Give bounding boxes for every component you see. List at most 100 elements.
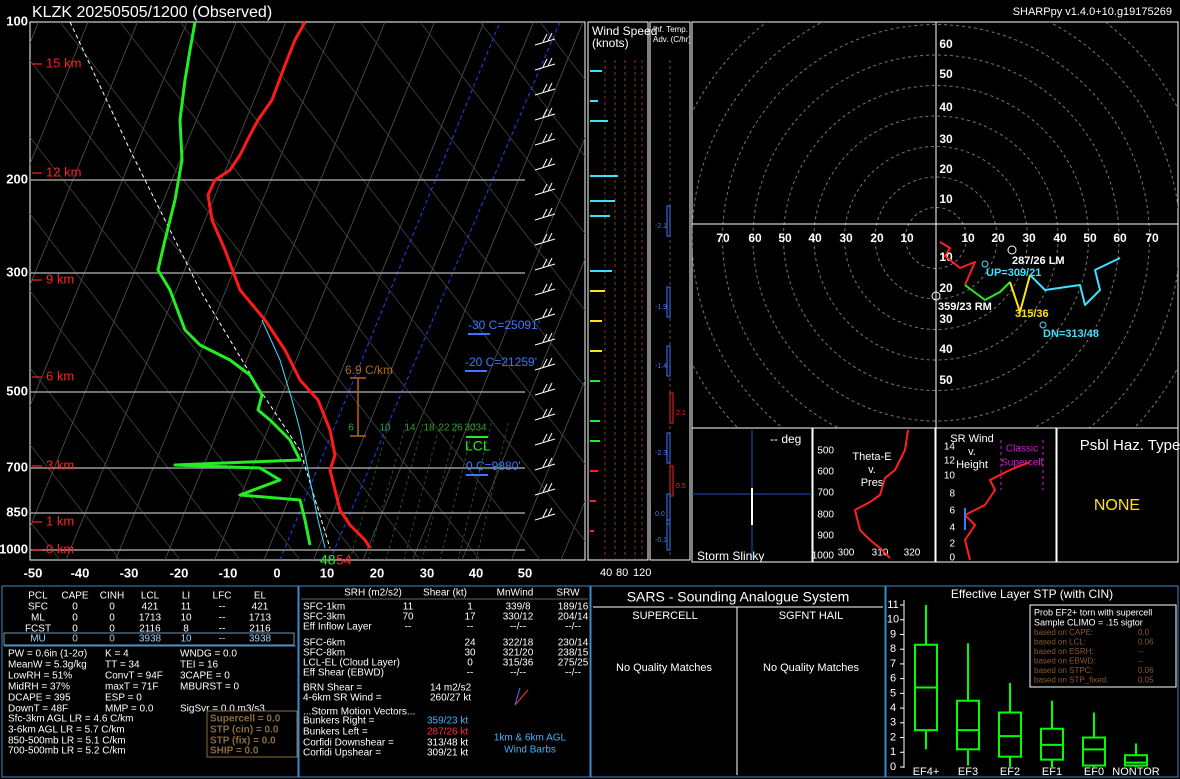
hazard-frame [1056, 427, 1179, 563]
kinematics-cell: 321/20 [503, 648, 534, 659]
isotherm [362, 22, 584, 560]
speed-bar [590, 290, 605, 292]
sars-result: No Quality Matches [616, 662, 712, 674]
sr-wind-y-label: 10 [944, 471, 956, 482]
adv-segment [666, 345, 671, 377]
hodo-ring-label: 50 [939, 67, 953, 81]
temp-adv-title: Inf. Temp. [653, 25, 688, 34]
thermo-cell: 0 [109, 602, 115, 613]
speed-bar [590, 215, 610, 217]
wind-barb [547, 507, 553, 517]
speed-bar [590, 470, 598, 472]
mixing-ratio [439, 419, 476, 560]
dry-adiabat [30, 59, 421, 560]
thermo-frame [1, 585, 299, 778]
box [998, 711, 1022, 758]
thermo-cell: 0 [72, 624, 78, 635]
theta-e-frame [812, 427, 936, 563]
mixing-ratio-label: 26 [451, 423, 463, 434]
thermo-index: ESP = 0 [105, 693, 142, 704]
hodo-ring-label: 30 [939, 312, 953, 326]
mixing-ratio-label: 30 [464, 423, 476, 434]
thermo-index: WNDG = 0.0 [180, 649, 237, 660]
thermo-column: PCL [28, 591, 48, 602]
thermo-column: LI [182, 591, 190, 602]
hodo-left-mover: 287/26 LM [1012, 255, 1065, 267]
speed-bar [590, 380, 600, 382]
thermo-cell: -- [219, 624, 226, 635]
height-label: 6 km [46, 368, 74, 383]
x-tick-label: EF4+ [913, 766, 940, 778]
hodo-ring [722, 24, 1150, 428]
dry-adiabat [30, 213, 301, 560]
thermo-cell: SFC [28, 602, 48, 613]
hazard-value: NONE [1094, 497, 1140, 514]
prob-label: based on STPC: [1034, 666, 1093, 675]
hodo-trace [1009, 274, 1031, 313]
wind-barb [534, 213, 556, 221]
wind-barb [542, 308, 548, 318]
kinematics-cell: -- [467, 622, 474, 633]
y-tick-label: 9 [890, 628, 896, 640]
wind-barb [534, 38, 556, 46]
kinematics-label: SFC-1km [303, 602, 345, 613]
hodo-trace [1029, 257, 1121, 306]
isotherm [30, 22, 138, 286]
hodo-ring-label: 60 [748, 231, 762, 245]
wind-barb [534, 363, 556, 371]
wind-barb [534, 313, 556, 321]
mixing-ratio [367, 419, 408, 560]
speed-bar [590, 350, 602, 352]
wind-barb [547, 282, 553, 292]
lapse-rate: Sfc-3km AGL LR = 4.6 C/km [8, 714, 134, 725]
thermo-index: maxT = 71F [105, 682, 158, 693]
temp-adv-value: -0.1 [655, 537, 667, 544]
wind-barb [542, 333, 548, 343]
wind-barb [542, 233, 548, 243]
wind-barb [542, 33, 548, 43]
dry-adiabat [119, 22, 541, 560]
hodo-right-mover: 359/23 RM [938, 301, 992, 313]
slinky-frame [691, 427, 813, 563]
sars-result: No Quality Matches [763, 662, 859, 674]
wind-barb [542, 83, 548, 93]
prob-label: based on LCL: [1034, 638, 1086, 647]
thermo-cell: FCST [25, 624, 51, 635]
kinematics-cell: 339/8 [505, 602, 530, 613]
hodo-ring [874, 176, 998, 300]
sounding-title: KLZK 20250505/1200 (Observed) [32, 4, 272, 21]
isotherm [412, 137, 585, 560]
prob-value: -- [1138, 657, 1144, 666]
y-tick-label: 0 [890, 761, 896, 773]
wind-barb [534, 438, 556, 446]
hazard-title: Psbl Haz. Type [1080, 437, 1180, 454]
thermo-column: CINH [100, 591, 124, 602]
thermo-cell: 0 [72, 602, 78, 613]
temperature-label: 50 [518, 565, 532, 580]
wind-barb [542, 483, 548, 493]
thermo-cell: 421 [252, 602, 269, 613]
prob-label: based on STP_fixed: [1034, 676, 1108, 685]
isotherm [461, 258, 585, 560]
prob-label: based on ESRH: [1034, 647, 1094, 656]
thermo-cell: 0 [72, 613, 78, 624]
hodo-trace [939, 241, 976, 286]
prob-value: 0.05 [1138, 676, 1154, 685]
theta-e-y-label: 700 [817, 488, 834, 499]
lapse-rate: 6.9 C/km [345, 363, 393, 377]
pressure-label: 500 [6, 383, 28, 398]
adv-segment [666, 519, 671, 551]
prob-value: 0.06 [1138, 638, 1154, 647]
x-tick-label: EF3 [958, 766, 978, 778]
speed-bar [590, 200, 615, 202]
composite-index: STP (fix) = 0.0 [210, 736, 276, 747]
lcl-label: LCL [465, 438, 491, 454]
wind-barb [547, 132, 553, 142]
sr-wind-y-label: 0 [949, 553, 955, 564]
y-tick-label: 7 [890, 658, 896, 670]
mixing-ratio [421, 419, 459, 560]
sars-column: SUPERCELL [632, 610, 697, 622]
isotherm-height: -20 C=21259' [465, 355, 537, 369]
speed-bar [590, 440, 600, 442]
y-tick-label: 3 [890, 717, 896, 729]
